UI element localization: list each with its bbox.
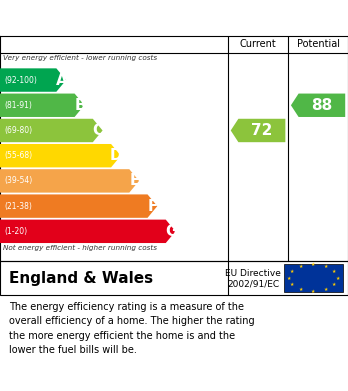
Text: A: A [56, 73, 68, 88]
Text: 2002/91/EC: 2002/91/EC [227, 280, 279, 289]
Polygon shape [0, 220, 175, 243]
Text: EU Directive: EU Directive [225, 269, 281, 278]
Text: (39-54): (39-54) [4, 176, 32, 185]
Text: ★: ★ [311, 262, 315, 267]
Polygon shape [231, 119, 285, 142]
Polygon shape [0, 144, 121, 167]
Text: ★: ★ [311, 289, 315, 294]
Text: Not energy efficient - higher running costs: Not energy efficient - higher running co… [3, 245, 158, 251]
Text: (81-91): (81-91) [4, 101, 32, 110]
Text: (21-38): (21-38) [4, 202, 32, 211]
Text: Energy Efficiency Rating: Energy Efficiency Rating [10, 10, 240, 28]
Text: (92-100): (92-100) [4, 75, 37, 84]
Text: D: D [110, 148, 123, 163]
Text: F: F [148, 199, 158, 213]
Polygon shape [0, 169, 139, 193]
Text: (69-80): (69-80) [4, 126, 32, 135]
Text: ★: ★ [290, 282, 294, 287]
Text: 88: 88 [311, 98, 333, 113]
Text: G: G [165, 224, 177, 239]
Polygon shape [0, 119, 103, 142]
Polygon shape [0, 194, 157, 218]
Text: England & Wales: England & Wales [9, 271, 153, 285]
Polygon shape [0, 93, 84, 117]
Text: Very energy efficient - lower running costs: Very energy efficient - lower running co… [3, 55, 158, 61]
Text: ★: ★ [287, 276, 291, 280]
Text: E: E [129, 173, 140, 188]
Text: ★: ★ [332, 269, 337, 274]
Text: (55-68): (55-68) [4, 151, 32, 160]
Text: ★: ★ [299, 287, 303, 292]
Text: C: C [93, 123, 104, 138]
Polygon shape [291, 93, 345, 117]
Text: (1-20): (1-20) [4, 227, 27, 236]
Bar [284, 264, 343, 292]
Text: 72: 72 [251, 123, 272, 138]
Text: The energy efficiency rating is a measure of the
overall efficiency of a home. T: The energy efficiency rating is a measur… [9, 302, 254, 355]
Text: ★: ★ [335, 276, 340, 280]
Text: Potential: Potential [296, 39, 340, 49]
Text: ★: ★ [299, 264, 303, 269]
Polygon shape [0, 68, 66, 92]
Text: Current: Current [240, 39, 276, 49]
Text: ★: ★ [323, 287, 327, 292]
Text: ★: ★ [332, 282, 337, 287]
Text: ★: ★ [290, 269, 294, 274]
Text: ★: ★ [323, 264, 327, 269]
Text: B: B [74, 98, 86, 113]
